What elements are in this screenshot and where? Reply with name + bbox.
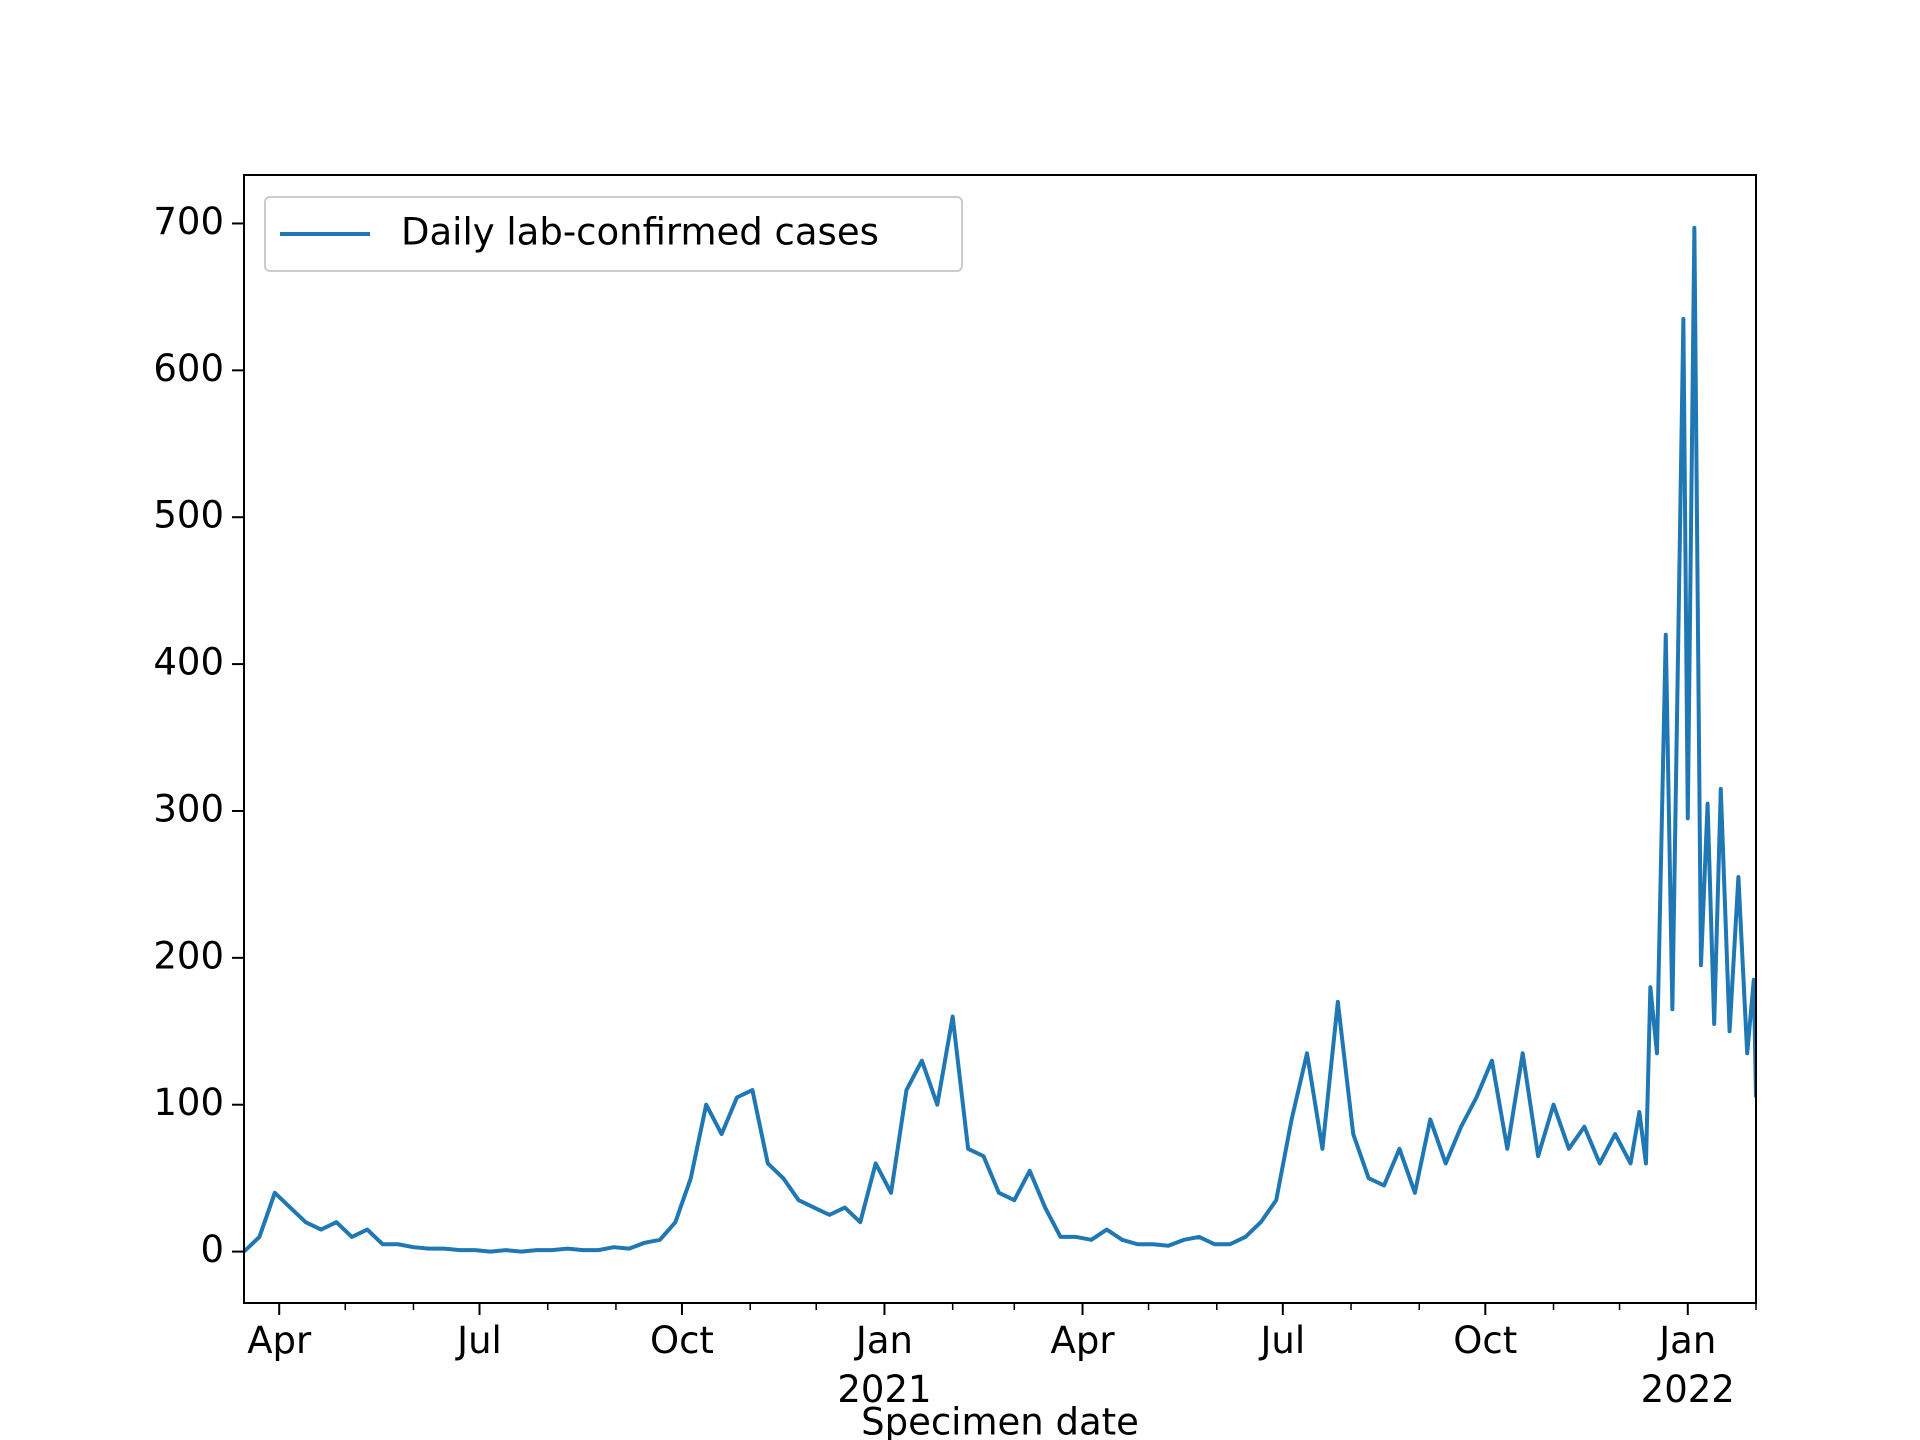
x-tick-label: Jul xyxy=(1258,1319,1305,1362)
x-tick-label: Jan 2021 xyxy=(837,1319,931,1411)
legend-label: Daily lab-confirmed cases xyxy=(401,211,879,254)
y-tick-label: 500 xyxy=(153,494,224,537)
y-tick-label: 600 xyxy=(153,347,224,390)
data-line xyxy=(244,225,1756,1254)
y-tick-label: 0 xyxy=(200,1228,224,1271)
plot-area xyxy=(244,225,1756,1254)
y-tick-label: 100 xyxy=(153,1081,224,1124)
legend-box xyxy=(264,196,963,272)
y-tick-label: 300 xyxy=(153,787,224,830)
y-tick-label: 200 xyxy=(153,934,224,977)
x-tick-label: Oct xyxy=(650,1319,714,1362)
x-tick-label: Apr xyxy=(247,1319,312,1362)
axes-frame xyxy=(243,174,1757,1304)
x-tick-label: Apr xyxy=(1051,1319,1116,1362)
y-tick-label: 400 xyxy=(153,641,224,684)
x-axis-label: Specimen date xyxy=(861,1401,1139,1440)
x-tick-label: Jan 2022 xyxy=(1641,1319,1735,1411)
y-tick-label: 700 xyxy=(153,200,224,243)
x-tick-label: Oct xyxy=(1453,1319,1517,1362)
x-tick-label: Jul xyxy=(455,1319,502,1362)
